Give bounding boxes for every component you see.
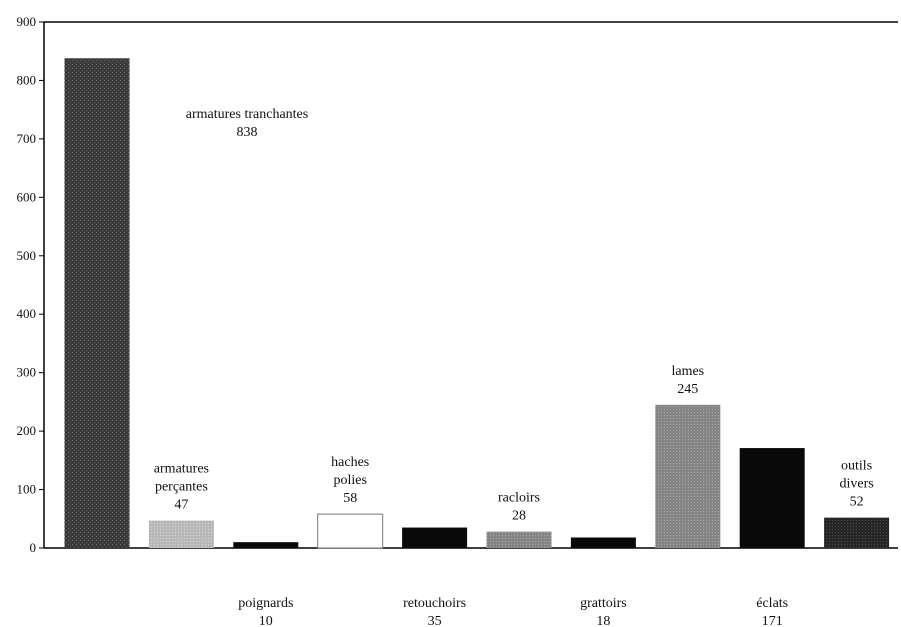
y-tick-label: 600 bbox=[17, 189, 37, 204]
bar-category-label: éclats bbox=[756, 596, 788, 611]
bar-value-label: 171 bbox=[762, 614, 783, 627]
bar bbox=[402, 527, 468, 548]
bar bbox=[570, 537, 636, 548]
bar bbox=[824, 517, 890, 548]
bar-value-label: 18 bbox=[596, 614, 610, 627]
chart-labels: armatures tranchantes 838 armatures perçant… bbox=[154, 107, 874, 627]
y-tick-label: 900 bbox=[17, 14, 37, 29]
y-tick-label: 0 bbox=[30, 540, 37, 555]
bar-category-label: outils bbox=[841, 459, 872, 474]
bar bbox=[655, 404, 721, 548]
y-tick-label: 300 bbox=[17, 365, 37, 380]
bar-category-label: armatures tranchantes bbox=[186, 107, 308, 122]
bar bbox=[739, 448, 805, 548]
y-tick-label: 400 bbox=[17, 306, 37, 321]
bar bbox=[64, 58, 130, 548]
bar-value-label: 245 bbox=[677, 382, 698, 397]
bar-category-label: retouchoirs bbox=[403, 596, 466, 611]
bar-value-label: 838 bbox=[237, 125, 258, 140]
y-tick-label: 800 bbox=[17, 72, 37, 87]
bar-value-label: 58 bbox=[343, 491, 357, 506]
bar-category-label: haches bbox=[331, 455, 369, 470]
bar-category-label: perçantes bbox=[155, 480, 208, 495]
bar-value-label: 10 bbox=[259, 614, 273, 627]
bar bbox=[233, 542, 299, 548]
bar-category-label: armatures bbox=[154, 462, 209, 477]
bar-category-label: divers bbox=[839, 477, 873, 492]
bar-value-label: 35 bbox=[428, 614, 442, 627]
bar-category-label: racloirs bbox=[498, 491, 540, 506]
chart-bars bbox=[64, 58, 890, 549]
bar bbox=[317, 513, 384, 549]
y-tick-label: 500 bbox=[17, 248, 37, 263]
bar-category-label: poignards bbox=[238, 596, 293, 611]
bar-value-label: 52 bbox=[850, 495, 864, 510]
bar bbox=[486, 531, 552, 548]
bar bbox=[148, 520, 214, 548]
bar-category-label: lames bbox=[671, 364, 704, 379]
y-tick-label: 200 bbox=[17, 423, 37, 438]
bar-category-label: polies bbox=[333, 473, 366, 488]
y-tick-label: 700 bbox=[17, 131, 37, 146]
bar-value-label: 47 bbox=[174, 498, 188, 513]
bar-value-label: 28 bbox=[512, 509, 526, 524]
y-tick-label: 100 bbox=[17, 482, 37, 497]
bar-category-label: grattoirs bbox=[580, 596, 627, 611]
